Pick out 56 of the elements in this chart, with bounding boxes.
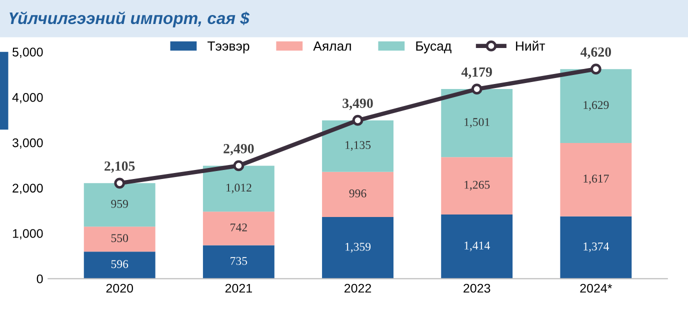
y-tick-label: 5,000: [12, 48, 43, 58]
x-tick-label: 2022: [344, 284, 372, 293]
legend-label: Бусад: [416, 42, 452, 54]
x-tick-label: 2020: [106, 284, 134, 293]
data-label: 1,359: [346, 242, 371, 252]
data-label: 959: [111, 200, 128, 208]
bar: [202, 245, 274, 279]
bar: [441, 157, 513, 214]
bar: [202, 212, 274, 246]
data-label: 1,629: [584, 101, 609, 111]
bar: [84, 252, 156, 279]
x-tick-label: 2023: [464, 284, 490, 293]
data-label: 4,179: [461, 67, 492, 79]
bar: [84, 183, 156, 227]
bar: [441, 89, 513, 158]
point: [471, 84, 482, 94]
data-label: 550: [111, 234, 128, 242]
legend-label: Тээвэр: [208, 42, 250, 54]
data-label: 3,490: [342, 98, 373, 110]
y-tick-label: 2,000: [12, 184, 43, 194]
data-label: 2,490: [224, 144, 254, 156]
data-label: 735: [230, 256, 248, 265]
point: [352, 114, 364, 126]
bar: [202, 166, 274, 212]
data-label: 4,620: [580, 47, 612, 59]
x-tick-label: 2024*: [580, 284, 612, 293]
data-label: 596: [111, 260, 128, 268]
bar: [441, 214, 513, 279]
data-label: 2,105: [104, 161, 135, 173]
y-tick-label: 1,000: [12, 229, 43, 240]
point: [590, 64, 602, 74]
bar: [322, 172, 394, 217]
point: [233, 160, 244, 172]
chart-title: Үйлчилгээний импорт, сая $: [10, 11, 250, 28]
bar: [560, 216, 632, 279]
data-label: 1,374: [584, 242, 610, 252]
data-label: 1,265: [464, 180, 490, 190]
bar: [560, 142, 632, 216]
y-tick-label: 3,000: [12, 138, 43, 149]
legend-label: Аялал: [313, 42, 351, 51]
bar: [322, 120, 394, 172]
y-tick-label: 0: [36, 274, 43, 284]
bar: [84, 226, 156, 252]
data-label: 1,012: [226, 184, 252, 194]
data-label: 1,414: [464, 242, 490, 252]
data-label: 1,135: [346, 141, 371, 151]
data-label: 1,617: [584, 174, 609, 184]
point: [114, 178, 126, 189]
y-tick-label: 4,000: [12, 93, 43, 104]
data-label: 1,501: [464, 118, 490, 128]
legend-label: Нийт: [516, 40, 546, 51]
data-label: 742: [230, 223, 247, 232]
data-label: 996: [349, 189, 366, 198]
bar: [322, 216, 394, 279]
x-tick-label: 2021: [225, 284, 252, 293]
bar: [560, 69, 632, 143]
